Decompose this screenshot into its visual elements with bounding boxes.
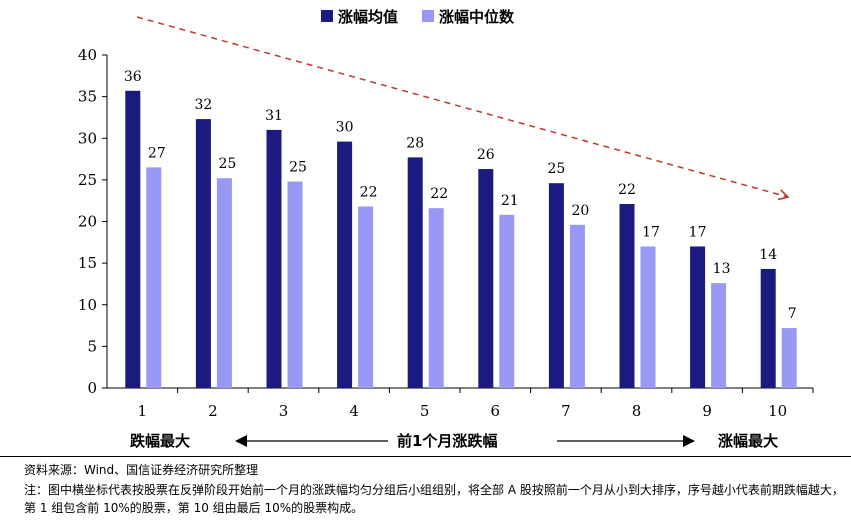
data-label-mean: 32	[194, 97, 212, 113]
legend-swatch-median	[422, 10, 434, 22]
x-tick-label: 6	[491, 402, 501, 420]
bar-median	[358, 206, 374, 388]
bar-median	[711, 283, 727, 388]
x-tick-label: 8	[632, 402, 642, 420]
data-label-mean: 26	[477, 147, 495, 163]
data-label-median: 7	[788, 306, 797, 322]
y-tick-label: 25	[78, 171, 97, 189]
bar-median	[569, 224, 585, 388]
bar-mean	[690, 246, 706, 388]
data-label-mean: 17	[689, 224, 707, 240]
bar-median	[428, 208, 444, 388]
data-label-median: 13	[713, 261, 731, 277]
data-label-mean: 31	[265, 108, 283, 124]
data-label-median: 25	[218, 156, 236, 172]
y-tick-label: 0	[87, 379, 97, 397]
bar-mean	[548, 183, 564, 388]
y-tick-label: 35	[78, 88, 97, 106]
axes: 0 5 10 15 20 25 30 35 40 1 2 3 4 5 6 7 8 9 10	[78, 46, 814, 420]
bar-mean	[337, 141, 353, 388]
y-tick-label: 5	[87, 337, 97, 355]
x-tick-label: 7	[561, 402, 571, 420]
caption-center: 前1个月涨跌幅	[397, 432, 497, 450]
data-label-mean: 14	[759, 247, 777, 263]
bar-median	[640, 246, 656, 388]
y-tick-label: 15	[78, 254, 97, 272]
trend-arrow	[136, 16, 790, 201]
x-tick-label: 5	[420, 402, 430, 420]
x-tick-label: 2	[208, 402, 218, 420]
bar-mean	[407, 157, 423, 388]
y-tick-label: 40	[78, 46, 97, 64]
legend-swatch-mean	[321, 10, 333, 22]
bars: 36 27 32 25 31 25 30 22 28 22 26 21 25 20 22 17 17 13 14 7	[124, 69, 797, 389]
legend-label-median: 涨幅中位数	[439, 8, 515, 26]
y-tick-label: 30	[78, 129, 97, 147]
footer-divider	[0, 456, 851, 457]
x-tick-label: 3	[279, 402, 289, 420]
data-label-median: 22	[430, 186, 448, 202]
source-text: 资料来源：Wind、国信证券经济研究所整理	[24, 463, 259, 477]
caption-right: 涨幅最大	[718, 432, 778, 450]
x-tick-label: 1	[138, 402, 148, 420]
x-tick-label: 9	[702, 402, 712, 420]
bar-median	[287, 181, 303, 388]
bar-mean	[760, 268, 776, 388]
data-label-mean: 22	[618, 182, 636, 198]
data-label-mean: 36	[124, 69, 142, 85]
bar-mean	[125, 90, 141, 389]
bar-median	[781, 328, 797, 388]
data-label-median: 20	[571, 203, 589, 219]
bar-mean	[266, 129, 282, 389]
data-label-mean: 25	[547, 161, 565, 177]
bar-mean	[195, 119, 211, 388]
bar-median	[216, 178, 232, 388]
data-label-median: 27	[148, 145, 166, 161]
y-tick-label: 10	[78, 296, 97, 314]
x-axis-captions: 跌幅最大 前1个月涨跌幅 涨幅最大	[130, 432, 778, 450]
x-tick-label: 4	[349, 402, 359, 420]
x-tick-label: 10	[768, 402, 787, 420]
bar-mean	[478, 169, 494, 388]
legend-label-mean: 涨幅均值	[338, 8, 398, 26]
data-label-median: 22	[360, 185, 378, 201]
data-label-median: 17	[642, 224, 660, 240]
bar-median	[146, 167, 162, 388]
caption-left: 跌幅最大	[130, 432, 190, 450]
bar-median	[499, 214, 515, 388]
legend: 涨幅均值 涨幅中位数	[321, 8, 515, 26]
y-tick-label: 20	[78, 213, 97, 231]
data-label-mean: 28	[406, 135, 424, 151]
data-label-mean: 30	[336, 120, 354, 136]
bar-mean	[619, 204, 635, 388]
chart: 涨幅均值 涨幅中位数 0 5 10 15 20 25 30 35 40 1 2 3 4 5 6 7 8 9 10 3…	[78, 8, 814, 450]
data-label-median: 25	[289, 160, 307, 176]
note-text: 注：图中横坐标代表按股票在反弹阶段开始前一个月的涨跌幅均匀分组后小组组别，将全部…	[24, 483, 844, 515]
data-label-median: 21	[501, 193, 519, 209]
